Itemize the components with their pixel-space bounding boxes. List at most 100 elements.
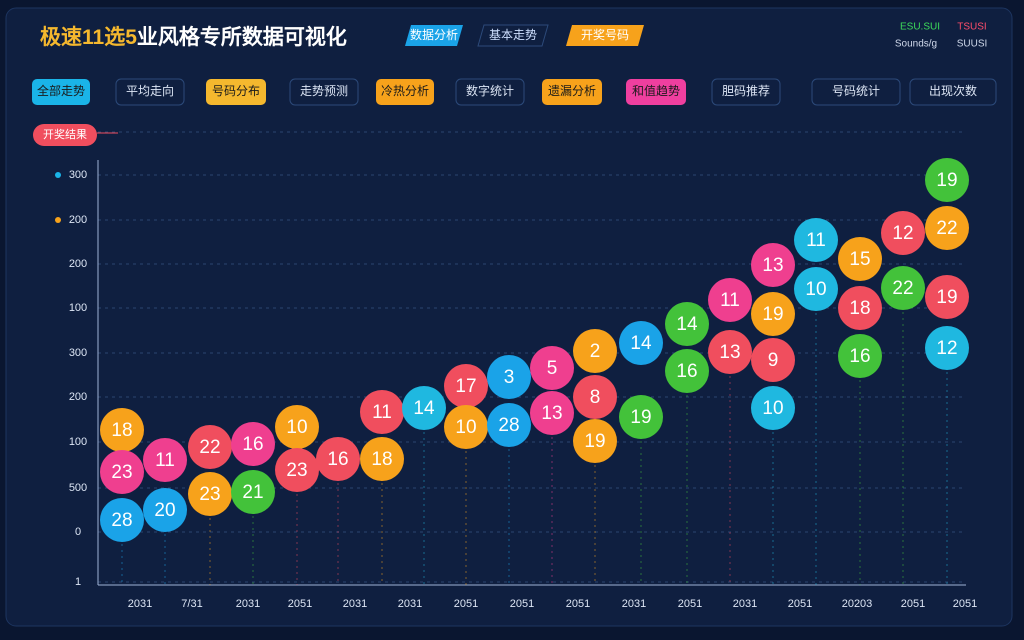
bubble[interactable] [100, 408, 144, 452]
bubble-label: 16 [676, 361, 697, 382]
y-tick-label: 100 [69, 302, 87, 314]
bubble[interactable] [925, 275, 969, 319]
bubble-label: 13 [719, 342, 740, 363]
filter-label: 号码统计 [832, 84, 880, 98]
bubble[interactable] [444, 405, 488, 449]
bubble[interactable] [402, 386, 446, 430]
bubble[interactable] [275, 405, 319, 449]
y-tick-label: 200 [69, 214, 87, 226]
bubble-label: 10 [286, 417, 307, 438]
bubble[interactable] [751, 386, 795, 430]
bubble-label: 13 [541, 403, 562, 424]
bubble-label: 11 [372, 402, 392, 423]
title-rest: 业风格专所数据可视化 [137, 25, 347, 49]
filter-button[interactable] [206, 79, 266, 105]
bubble[interactable] [487, 355, 531, 399]
filter-button[interactable] [626, 79, 686, 105]
bubble[interactable] [665, 349, 709, 393]
bubble[interactable] [751, 292, 795, 336]
filter-button[interactable] [711, 78, 781, 106]
filter-label: 出现次数 [929, 83, 977, 98]
bubble[interactable] [530, 346, 574, 390]
x-tick-label: 2031 [622, 598, 646, 610]
y-dot [55, 217, 61, 223]
tab[interactable] [405, 25, 463, 46]
status-text: TSUSI [957, 22, 986, 33]
filter-button[interactable] [909, 78, 997, 106]
filter-label: 全部走势 [37, 83, 85, 98]
bubble[interactable] [751, 243, 795, 287]
filter-button[interactable] [289, 78, 359, 106]
bubble[interactable] [360, 437, 404, 481]
bubble-label: 17 [455, 376, 476, 397]
filter-button[interactable] [455, 78, 525, 106]
bubble-label: 20 [154, 500, 175, 521]
bubble-label: 11 [155, 450, 175, 471]
bubble[interactable] [881, 211, 925, 255]
bubble[interactable] [838, 237, 882, 281]
filter-button[interactable] [542, 79, 602, 105]
bubble[interactable] [573, 329, 617, 373]
bubble-label: 16 [242, 434, 263, 455]
filter-label: 号码分布 [212, 84, 260, 98]
bubble[interactable] [881, 266, 925, 310]
filter-button[interactable] [115, 78, 185, 106]
filter-button[interactable] [32, 79, 90, 105]
bubble-label: 18 [849, 298, 870, 319]
bubble[interactable] [188, 472, 232, 516]
tab[interactable] [477, 24, 549, 47]
bubble-label: 19 [762, 304, 783, 325]
bubble-label: 5 [547, 358, 558, 379]
filter-button[interactable] [811, 78, 901, 106]
bubble[interactable] [316, 437, 360, 481]
bubble[interactable] [925, 206, 969, 250]
bubble-label: 3 [504, 367, 515, 388]
bubble[interactable] [188, 425, 232, 469]
bubble[interactable] [275, 448, 319, 492]
badge-label: 开奖结果 [43, 127, 87, 141]
y-tick-label: 200 [69, 258, 87, 270]
y-tick-label: 200 [69, 391, 87, 403]
bubble[interactable] [100, 450, 144, 494]
x-tick-label: 2051 [788, 598, 812, 610]
bubble[interactable] [143, 438, 187, 482]
bubble-label: 28 [498, 415, 519, 436]
bubble[interactable] [143, 488, 187, 532]
bubble[interactable] [444, 364, 488, 408]
tab-label: 开奖号码 [581, 28, 629, 42]
x-tick-label: 7/31 [181, 598, 202, 610]
y-tick-label: 300 [69, 347, 87, 359]
title: 极速11选5业风格专所数据可视化 [40, 25, 347, 49]
bubble[interactable] [573, 375, 617, 419]
tab[interactable] [566, 25, 644, 46]
bubble[interactable] [573, 419, 617, 463]
tab-label: 数据分析 [410, 27, 458, 42]
bubble[interactable] [530, 391, 574, 435]
bubble[interactable] [619, 395, 663, 439]
bubble[interactable] [751, 338, 795, 382]
bubble[interactable] [100, 498, 144, 542]
bubble[interactable] [925, 158, 969, 202]
x-tick-label: 2051 [288, 598, 312, 610]
x-tick-label: 2031 [128, 598, 152, 610]
bubble[interactable] [487, 403, 531, 447]
bubble[interactable] [708, 278, 752, 322]
bubble-label: 8 [590, 387, 601, 408]
bubble[interactable] [794, 267, 838, 311]
bubble-label: 11 [806, 230, 826, 251]
bubble[interactable] [360, 390, 404, 434]
filter-label: 平均走向 [126, 83, 174, 98]
bubble[interactable] [619, 321, 663, 365]
bubble[interactable] [231, 422, 275, 466]
bubble[interactable] [838, 334, 882, 378]
y-tick-label: 100 [69, 436, 87, 448]
bubble[interactable] [231, 470, 275, 514]
bubble[interactable] [794, 218, 838, 262]
y-tick-label: 300 [69, 169, 87, 181]
bubble[interactable] [708, 330, 752, 374]
bubble[interactable] [925, 326, 969, 370]
bubble[interactable] [665, 302, 709, 346]
bubble[interactable] [838, 286, 882, 330]
filter-button[interactable] [376, 79, 434, 105]
